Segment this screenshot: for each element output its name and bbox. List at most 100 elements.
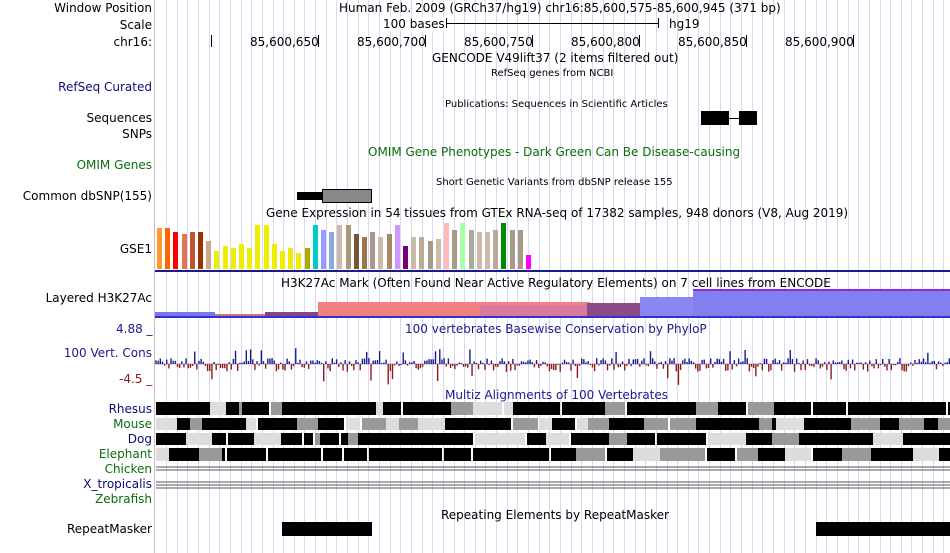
species-label-zebrafish[interactable]: Zebrafish [95, 492, 152, 506]
gtex-tissue-bar[interactable] [518, 230, 523, 269]
gtex-tissue-bar[interactable] [436, 239, 441, 269]
conservation-track-title[interactable]: 100 vertebrates Basewise Conservation by… [405, 322, 707, 336]
gtex-tissue-bar[interactable] [510, 230, 515, 269]
gtex-tissue-bar[interactable] [214, 251, 219, 269]
publication-sequence-block[interactable] [701, 111, 729, 125]
h3k27ac-track-title[interactable]: H3K27Ac Mark (Often Found Near Active Re… [281, 276, 831, 290]
snps-track-label[interactable]: SNPs [122, 127, 152, 141]
gtex-tissue-bar[interactable] [501, 223, 506, 269]
gtex-tissue-bar[interactable] [255, 225, 260, 269]
species-label-chicken[interactable]: Chicken [104, 462, 152, 476]
grid-line [837, 0, 838, 553]
refseq-track-label[interactable]: RefSeq Curated [58, 80, 152, 94]
grid-line [251, 0, 252, 553]
gtex-track-label[interactable]: GSE1 [119, 242, 152, 256]
gtex-tissue-bar[interactable] [469, 230, 474, 269]
gtex-tissue-bar[interactable] [280, 251, 285, 269]
conservation-track-label[interactable]: 100 Vert. Cons [63, 346, 152, 360]
dbsnp-track-title[interactable]: Short Genetic Variants from dbSNP releas… [436, 177, 673, 188]
gtex-tissue-bar[interactable] [329, 232, 334, 269]
grid-line [422, 0, 423, 553]
gtex-tissue-bar[interactable] [182, 234, 187, 269]
omim-track-label[interactable]: OMIM Genes [76, 158, 152, 172]
gtex-tissue-bar[interactable] [296, 253, 301, 269]
window-position-label: Window Position [54, 1, 152, 15]
gtex-tissue-bar[interactable] [313, 225, 318, 269]
gtex-tissue-bar[interactable] [190, 232, 195, 269]
grid-line [752, 0, 753, 553]
gtex-tissue-bar[interactable] [288, 248, 293, 269]
gtex-tissue-bar[interactable] [403, 246, 408, 269]
species-label-rhesus[interactable]: Rhesus [108, 402, 152, 416]
gtex-tissue-bar[interactable] [411, 237, 416, 269]
gtex-tissue-bar[interactable] [165, 228, 170, 269]
publications-track-title[interactable]: Publications: Sequences in Scientific Ar… [445, 99, 668, 110]
gtex-tissue-bar[interactable] [305, 248, 310, 269]
multiz-alignment-block [899, 418, 924, 430]
gtex-tissue-bar[interactable] [264, 225, 269, 269]
repeatmasker-track-title[interactable]: Repeating Elements by RepeatMasker [441, 508, 669, 522]
gtex-tissue-bar[interactable] [173, 232, 178, 269]
gtex-tissue-bar[interactable] [198, 232, 203, 269]
gtex-tissue-bar[interactable] [428, 241, 433, 269]
gtex-tissue-bar[interactable] [387, 234, 392, 269]
grid-line [890, 0, 891, 553]
gtex-tissue-bar[interactable] [346, 225, 351, 269]
species-label-x-tropicalis[interactable]: X_tropicalis [83, 477, 152, 491]
gtex-tissue-bar[interactable] [460, 223, 465, 269]
multiz-track-title[interactable]: Multiz Alignments of 100 Vertebrates [445, 388, 669, 402]
gencode-track-title[interactable]: GENCODE V49lift37 (2 items filtered out) [432, 51, 679, 65]
species-label-dog[interactable]: Dog [127, 432, 152, 446]
dbsnp-track-label[interactable]: Common dbSNP(155) [22, 189, 152, 203]
gtex-tissue-bar[interactable] [223, 246, 228, 269]
gtex-track-title[interactable]: Gene Expression in 54 tissues from GTEx … [266, 206, 849, 220]
gtex-tissue-bar[interactable] [239, 244, 244, 269]
species-label-mouse[interactable]: Mouse [113, 417, 152, 431]
gtex-tissue-bar[interactable] [370, 232, 375, 269]
gtex-tissue-bar[interactable] [337, 225, 342, 269]
repeat-element[interactable] [282, 522, 372, 536]
gtex-tissue-bar[interactable] [354, 234, 359, 269]
repeatmasker-track-label[interactable]: RepeatMasker [66, 522, 152, 536]
multiz-alignment-block [701, 433, 706, 445]
grid-line [390, 0, 391, 553]
multiz-alignment-block [670, 418, 696, 430]
multiz-alignment-block [576, 402, 605, 415]
multiz-alignment-block [913, 448, 939, 461]
multiz-alignment-block [736, 418, 741, 430]
gtex-tissue-bar[interactable] [231, 248, 236, 269]
gtex-tissue-bar[interactable] [493, 230, 498, 269]
sequences-track-label[interactable]: Sequences [86, 111, 152, 125]
gtex-tissue-bar[interactable] [526, 255, 531, 269]
ruler-tick-label: 85,600,850 [678, 35, 747, 49]
dbsnp-variant-bar[interactable] [322, 189, 372, 203]
multiz-alignment-block [434, 433, 456, 445]
multiz-alignment-block [799, 433, 824, 445]
gtex-tissue-bar[interactable] [247, 248, 252, 269]
grid-line [517, 0, 518, 553]
gtex-tissue-bar[interactable] [362, 237, 367, 269]
repeat-element[interactable] [816, 522, 950, 536]
gtex-tissue-bar[interactable] [206, 241, 211, 269]
h3k27ac-track-label[interactable]: Layered H3K27Ac [45, 291, 152, 305]
gtex-tissue-bar[interactable] [272, 244, 277, 269]
gtex-tissue-bar[interactable] [157, 228, 162, 269]
publication-sequence-block[interactable] [739, 111, 757, 125]
refseq-track-title[interactable]: RefSeq genes from NCBI [491, 68, 614, 79]
gtex-tissue-bar[interactable] [395, 225, 400, 269]
grid-line [613, 0, 614, 553]
gtex-tissue-bar[interactable] [321, 230, 326, 269]
species-label-elephant[interactable]: Elephant [98, 447, 152, 461]
gtex-tissue-bar[interactable] [378, 237, 383, 269]
gtex-tissue-bar[interactable] [419, 237, 424, 269]
grid-line [496, 0, 497, 553]
gtex-tissue-bar[interactable] [485, 232, 490, 269]
gtex-tissue-bar[interactable] [477, 232, 482, 269]
gtex-tissue-bar[interactable] [452, 230, 457, 269]
omim-track-title[interactable]: OMIM Gene Phenotypes - Dark Green Can Be… [368, 145, 741, 159]
gtex-tissue-bar[interactable] [444, 223, 449, 269]
